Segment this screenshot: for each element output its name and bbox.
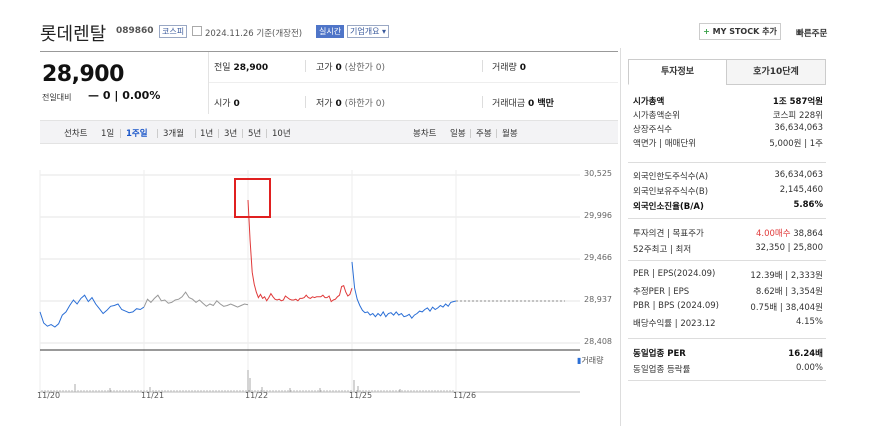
period-5y[interactable]: 5년 — [248, 129, 262, 139]
line-chart-label: 선차트 — [64, 129, 88, 139]
company-overview-tag[interactable]: 기업개요 ▾ — [347, 25, 390, 38]
info-value: 36,634,063 — [774, 170, 823, 180]
chart-lines — [39, 199, 565, 328]
period-1y[interactable]: 1년 — [200, 129, 214, 139]
current-price: 28,900 — [42, 62, 124, 87]
my-stock-add-button[interactable]: + MY STOCK 추가 — [699, 23, 781, 40]
y-tick-label: 29,466 — [584, 253, 612, 263]
info-value: 4.00매수 38,864 — [755, 229, 823, 239]
divider — [305, 60, 306, 72]
info-label: PER | EPS(2024.09) — [633, 269, 716, 279]
info-label: PBR | BPS (2024.09) — [633, 301, 719, 311]
info-label: 배당수익률 | 2023.12 — [633, 319, 716, 329]
candle-chart-label: 봉차트 — [413, 129, 437, 139]
price-line-11-21 — [143, 291, 249, 308]
divider — [208, 52, 209, 114]
info-value: 0.75배 | 38,404원 — [750, 303, 823, 313]
y-tick-label: 28,408 — [584, 337, 612, 346]
volume-bars — [41, 370, 454, 392]
info-label: 시가총액순위 — [633, 111, 680, 121]
y-tick-label: 28,937 — [584, 295, 612, 305]
info-label: 52주최고 | 최저 — [633, 245, 692, 255]
info-value: 코스피 228위 — [772, 111, 823, 121]
info-label: 동일업종 PER — [633, 349, 686, 359]
divider — [305, 96, 306, 108]
divider — [628, 162, 826, 163]
period-3m[interactable]: 3개월 — [163, 129, 185, 139]
info-value: 4.15% — [795, 317, 823, 327]
candle-daily[interactable]: 일봉 — [450, 129, 466, 139]
calendar-icon — [192, 26, 202, 36]
info-value: 16.24배 — [788, 349, 823, 359]
candle-monthly[interactable]: 월봉 — [502, 129, 518, 139]
info-label: 시가총액 — [633, 97, 665, 107]
divider — [628, 260, 826, 261]
info-label: 외국인소진율(B/A) — [633, 202, 704, 212]
chart-grid — [39, 170, 580, 393]
price-line-11-25 — [351, 261, 457, 320]
period-10y[interactable]: 10년 — [272, 129, 291, 139]
price-line-11-22 — [247, 199, 353, 303]
info-value: 1조 587억원 — [772, 97, 823, 107]
info-value: 8.62배 | 3,354원 — [755, 287, 823, 297]
period-3y[interactable]: 3년 — [224, 129, 238, 139]
info-label: 상장주식수 — [633, 125, 673, 135]
highlight-box — [234, 178, 271, 218]
tab-investment-info[interactable]: 투자정보 — [628, 59, 727, 85]
realtime-tag[interactable]: 실시간 — [316, 25, 345, 38]
x-tick-label: 11/26 — [453, 391, 477, 400]
stock-code: 089860 — [116, 26, 154, 36]
sidebar-divider — [620, 48, 621, 426]
divider — [628, 218, 826, 219]
volume-legend: ▮거래량 — [577, 356, 604, 365]
y-tick-label: 29,996 — [584, 210, 612, 220]
info-value: 5,000원 | 1주 — [769, 139, 823, 149]
price-chart — [39, 170, 580, 393]
info-value: 5.86% — [793, 200, 824, 210]
high-price: 고가 0 (상한가 0) — [316, 63, 386, 73]
divider — [40, 51, 618, 52]
y-tick-label: 30,525 — [584, 169, 612, 178]
x-tick-label: 11/22 — [245, 391, 269, 400]
quick-order-link[interactable]: 빠른주문 — [796, 29, 828, 39]
change-label: 전일대비 — [42, 93, 72, 102]
market-tag[interactable]: 코스피 — [159, 25, 188, 38]
candle-weekly[interactable]: 주봉 — [476, 129, 492, 139]
tab-order-book[interactable]: 호가10단계 — [726, 59, 826, 85]
x-tick-label: 11/25 — [349, 391, 373, 400]
info-label: 액면가 | 매매단위 — [633, 139, 697, 149]
period-bar: 선차트 1일 1주일 3개월 1년 3년 5년 10년 봉차트 일봉 주봉 월봉 — [40, 120, 618, 144]
plus-icon: + — [703, 27, 713, 36]
info-value: 12.39배 | 2,333원 — [750, 271, 823, 281]
low-price: 저가 0 (하한가 0) — [316, 99, 386, 109]
divider — [209, 82, 618, 83]
price-line-11-20 — [39, 294, 145, 328]
info-label: 투자의견 | 목표주가 — [633, 229, 704, 239]
info-value-highlight: 4.00매수 — [755, 229, 794, 239]
period-1w[interactable]: 1주일 — [126, 129, 148, 139]
date-text: 2024.11.26 기준(개장전) — [205, 29, 303, 39]
divider — [628, 338, 826, 339]
info-label: 동일업종 등락률 — [633, 365, 691, 375]
x-tick-label: 11/21 — [141, 391, 165, 400]
info-label: 추정PER | EPS — [633, 287, 690, 297]
info-label: 외국인보유주식수(B) — [633, 187, 709, 197]
period-1d[interactable]: 1일 — [101, 129, 115, 139]
x-tick-label: 11/20 — [37, 391, 61, 400]
divider — [628, 380, 826, 381]
info-value: 32,350 | 25,800 — [755, 243, 823, 253]
trade-amount: 거래대금 0 백만 — [492, 99, 554, 109]
open-price: 시가 0 — [214, 99, 240, 109]
info-value: 0.00% — [795, 363, 823, 373]
info-value: 2,145,460 — [779, 185, 823, 195]
info-value: 36,634,063 — [774, 123, 823, 133]
change-value: — 0 | 0.00% — [88, 89, 161, 102]
divider — [482, 96, 483, 108]
volume: 거래량 0 — [492, 63, 526, 73]
info-label: 외국인한도주식수(A) — [633, 172, 709, 182]
prev-close: 전일 28,900 — [214, 63, 269, 73]
divider — [482, 60, 483, 72]
stock-name: 롯데렌탈 — [40, 24, 107, 45]
